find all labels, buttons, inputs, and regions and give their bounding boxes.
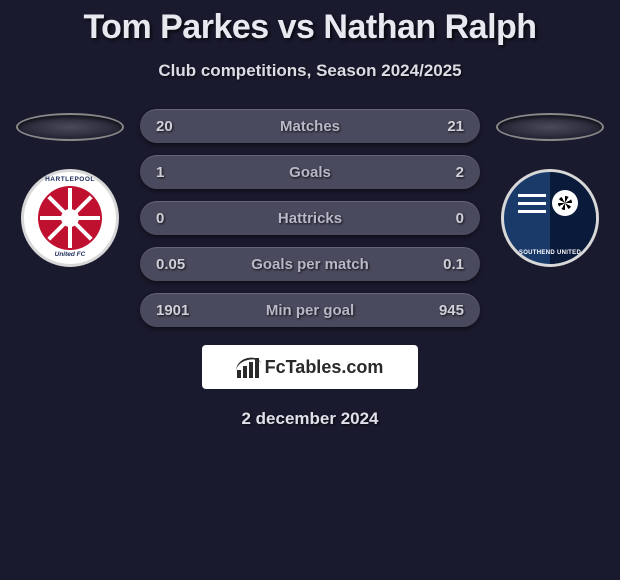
stat-left-value: 0.05 bbox=[156, 256, 196, 273]
bar-chart-icon bbox=[237, 356, 259, 378]
page-title: Tom Parkes vs Nathan Ralph bbox=[0, 8, 620, 47]
stat-label: Min per goal bbox=[266, 302, 354, 319]
player2-name: Nathan Ralph bbox=[323, 8, 536, 46]
player2-photo-placeholder bbox=[496, 113, 604, 141]
branding-text: FcTables.com bbox=[265, 357, 384, 378]
player1-name: Tom Parkes bbox=[83, 8, 268, 46]
right-column: SOUTHEND UNITED bbox=[490, 109, 610, 267]
vs-text: vs bbox=[278, 8, 315, 46]
club-badge-left: HARTLEPOOL United FC bbox=[21, 169, 119, 267]
football-icon bbox=[552, 190, 578, 216]
subtitle: Club competitions, Season 2024/2025 bbox=[0, 61, 620, 81]
badge-right-text: SOUTHEND UNITED bbox=[504, 250, 596, 256]
stat-row-goals: 1 Goals 2 bbox=[140, 155, 480, 189]
stat-left-value: 1901 bbox=[156, 302, 196, 319]
stat-label: Matches bbox=[280, 118, 340, 135]
stat-left-value: 0 bbox=[156, 210, 196, 227]
stat-left-value: 20 bbox=[156, 118, 196, 135]
stat-row-goals-per-match: 0.05 Goals per match 0.1 bbox=[140, 247, 480, 281]
branding-box: FcTables.com bbox=[202, 345, 418, 389]
stat-row-min-per-goal: 1901 Min per goal 945 bbox=[140, 293, 480, 327]
club-badge-right: SOUTHEND UNITED bbox=[501, 169, 599, 267]
stat-label: Goals bbox=[289, 164, 331, 181]
stat-left-value: 1 bbox=[156, 164, 196, 181]
badge-left-bottom-text: United FC bbox=[24, 251, 116, 258]
stat-right-value: 0.1 bbox=[424, 256, 464, 273]
date-text: 2 december 2024 bbox=[0, 409, 620, 429]
waves-icon bbox=[518, 194, 546, 216]
player1-photo-placeholder bbox=[16, 113, 124, 141]
ship-wheel-icon bbox=[38, 186, 102, 250]
left-column: HARTLEPOOL United FC bbox=[10, 109, 130, 267]
stats-column: 20 Matches 21 1 Goals 2 0 Hattricks 0 0.… bbox=[130, 109, 490, 327]
stat-right-value: 945 bbox=[424, 302, 464, 319]
stat-right-value: 0 bbox=[424, 210, 464, 227]
stat-right-value: 21 bbox=[424, 118, 464, 135]
stat-row-hattricks: 0 Hattricks 0 bbox=[140, 201, 480, 235]
badge-left-top-text: HARTLEPOOL bbox=[24, 176, 116, 183]
stat-row-matches: 20 Matches 21 bbox=[140, 109, 480, 143]
main-row: HARTLEPOOL United FC bbox=[0, 109, 620, 327]
comparison-card: Tom Parkes vs Nathan Ralph Club competit… bbox=[0, 0, 620, 429]
stat-label: Goals per match bbox=[251, 256, 369, 273]
stat-right-value: 2 bbox=[424, 164, 464, 181]
stat-label: Hattricks bbox=[278, 210, 342, 227]
